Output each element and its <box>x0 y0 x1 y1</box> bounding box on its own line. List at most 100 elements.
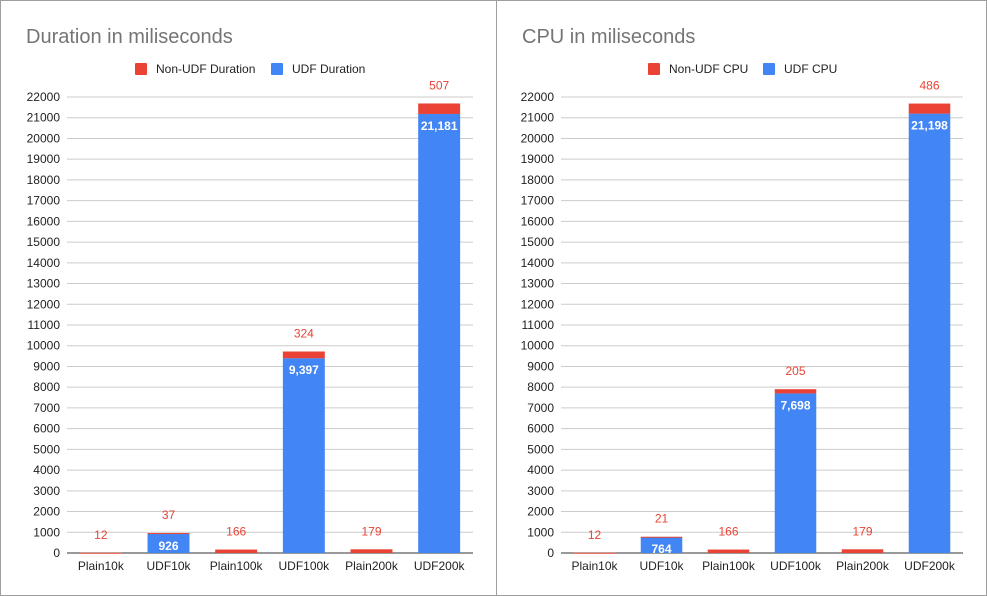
bar-value-label-udf: 21,181 <box>421 119 458 133</box>
bar-value-label-udf: 926 <box>158 539 178 553</box>
legend-swatch-udf <box>271 63 283 75</box>
bar-value-label-non-udf: 166 <box>226 525 246 539</box>
y-tick-label: 18000 <box>27 173 61 187</box>
bar-value-label-non-udf: 507 <box>429 78 449 92</box>
bar-value-label-non-udf: 486 <box>919 79 939 93</box>
bar-non-udf-UDF10k <box>640 536 683 538</box>
bar-non-udf-UDF100k <box>282 351 325 359</box>
bar-non-udf-Plain200k <box>841 549 884 553</box>
y-tick-label: 22000 <box>27 90 61 104</box>
x-category-label: UDF200k <box>904 559 956 573</box>
y-tick-label: 18000 <box>521 173 555 187</box>
bar-non-udf-UDF100k <box>774 389 817 394</box>
bar-non-udf-UDF200k <box>908 103 951 114</box>
bar-non-udf-Plain100k <box>215 549 258 553</box>
y-tick-label: 11000 <box>522 318 555 332</box>
y-tick-label: 14000 <box>27 256 61 270</box>
bar-udf-UDF10k <box>640 537 683 553</box>
y-tick-label: 5000 <box>527 442 554 456</box>
y-tick-label: 17000 <box>27 194 61 208</box>
y-tick-label: 2000 <box>33 505 60 519</box>
x-category-label: UDF200k <box>414 559 466 573</box>
bar-non-udf-Plain10k <box>79 552 122 554</box>
y-tick-label: 19000 <box>521 152 555 166</box>
bar-value-label-non-udf: 12 <box>588 528 602 542</box>
legend-label: UDF Duration <box>292 62 365 76</box>
y-tick-label: 22000 <box>521 90 555 104</box>
x-category-label: UDF10k <box>146 559 191 573</box>
y-tick-label: 12000 <box>27 297 61 311</box>
x-category-label: Plain10k <box>78 559 125 573</box>
y-tick-label: 4000 <box>33 463 60 477</box>
x-category-label: Plain10k <box>571 559 618 573</box>
y-tick-label: 6000 <box>33 422 60 436</box>
y-tick-label: 14000 <box>521 256 555 270</box>
y-tick-label: 7000 <box>33 401 60 415</box>
y-tick-label: 9000 <box>527 359 554 373</box>
bar-udf-UDF10k <box>147 533 190 553</box>
bar-udf-UDF100k <box>282 358 325 553</box>
chart-title: CPU in miliseconds <box>522 26 695 48</box>
y-tick-label: 15000 <box>27 235 61 249</box>
x-category-label: Plain200k <box>836 559 890 573</box>
y-tick-label: 17000 <box>521 194 555 208</box>
bar-value-label-non-udf: 21 <box>655 512 669 526</box>
legend-swatch-udf <box>763 63 775 75</box>
y-tick-label: 4000 <box>527 463 554 477</box>
y-tick-label: 10000 <box>521 339 555 353</box>
y-tick-label: 21000 <box>521 111 555 125</box>
bar-non-udf-Plain200k <box>350 549 393 553</box>
y-tick-label: 16000 <box>521 214 555 228</box>
y-tick-label: 13000 <box>521 277 555 291</box>
y-tick-label: 1000 <box>33 525 60 539</box>
y-tick-label: 20000 <box>27 131 61 145</box>
bar-value-label-non-udf: 12 <box>94 528 108 542</box>
bar-value-label-non-udf: 37 <box>162 508 176 522</box>
bar-value-label-non-udf: 179 <box>361 524 381 538</box>
bar-value-label-udf: 9,397 <box>289 363 319 377</box>
bar-non-udf-UDF10k <box>147 533 190 535</box>
y-tick-label: 20000 <box>521 131 555 145</box>
bar-value-label-non-udf: 166 <box>718 525 738 539</box>
x-category-label: Plain200k <box>345 559 399 573</box>
y-tick-label: 2000 <box>527 505 554 519</box>
legend-swatch-non-udf <box>648 63 660 75</box>
bar-udf-UDF200k <box>418 113 461 553</box>
x-category-label: UDF10k <box>639 559 684 573</box>
y-tick-label: 8000 <box>527 380 554 394</box>
y-tick-label: 8000 <box>33 380 60 394</box>
bar-value-label-udf: 764 <box>651 542 671 556</box>
y-tick-label: 16000 <box>27 214 61 228</box>
y-tick-label: 9000 <box>33 359 60 373</box>
x-category-label: Plain100k <box>210 559 264 573</box>
cpu-chart: CPU in miliseconds Non-UDF CPU UDF CPU 0 100… <box>521 26 963 573</box>
y-tick-label: 19000 <box>27 152 61 166</box>
bar-non-udf-Plain10k <box>573 552 616 554</box>
y-tick-label: 13000 <box>27 277 61 291</box>
y-tick-label: 15000 <box>521 235 555 249</box>
duration-chart: Duration in miliseconds Non-UDF Duration U… <box>26 26 473 573</box>
bar-value-label-udf: 7,698 <box>780 398 810 412</box>
y-tick-label: 0 <box>53 546 60 560</box>
legend-label: Non-UDF Duration <box>156 62 255 76</box>
duration-chart-panel: Duration in miliseconds Non-UDF Duration U… <box>1 1 496 595</box>
bar-value-label-non-udf: 179 <box>852 524 872 538</box>
bar-value-label-non-udf: 205 <box>785 364 805 378</box>
y-tick-label: 0 <box>547 546 554 560</box>
cpu-chart-panel: CPU in miliseconds Non-UDF CPU UDF CPU 0 100… <box>497 1 986 595</box>
bar-udf-UDF100k <box>774 393 817 553</box>
y-tick-label: 11000 <box>28 318 61 332</box>
legend-label: Non-UDF CPU <box>669 62 748 76</box>
bar-value-label-udf: 21,198 <box>911 119 948 133</box>
y-tick-label: 5000 <box>33 442 60 456</box>
y-tick-label: 6000 <box>527 422 554 436</box>
legend-swatch-non-udf <box>135 63 147 75</box>
bar-value-label-non-udf: 324 <box>294 327 314 341</box>
panel-divider <box>496 1 497 595</box>
chart-title: Duration in miliseconds <box>26 26 233 48</box>
x-category-label: UDF100k <box>278 559 330 573</box>
bar-udf-UDF200k <box>908 113 951 553</box>
y-tick-label: 3000 <box>33 484 60 498</box>
x-category-label: Plain100k <box>702 559 756 573</box>
bar-non-udf-UDF200k <box>418 103 461 114</box>
